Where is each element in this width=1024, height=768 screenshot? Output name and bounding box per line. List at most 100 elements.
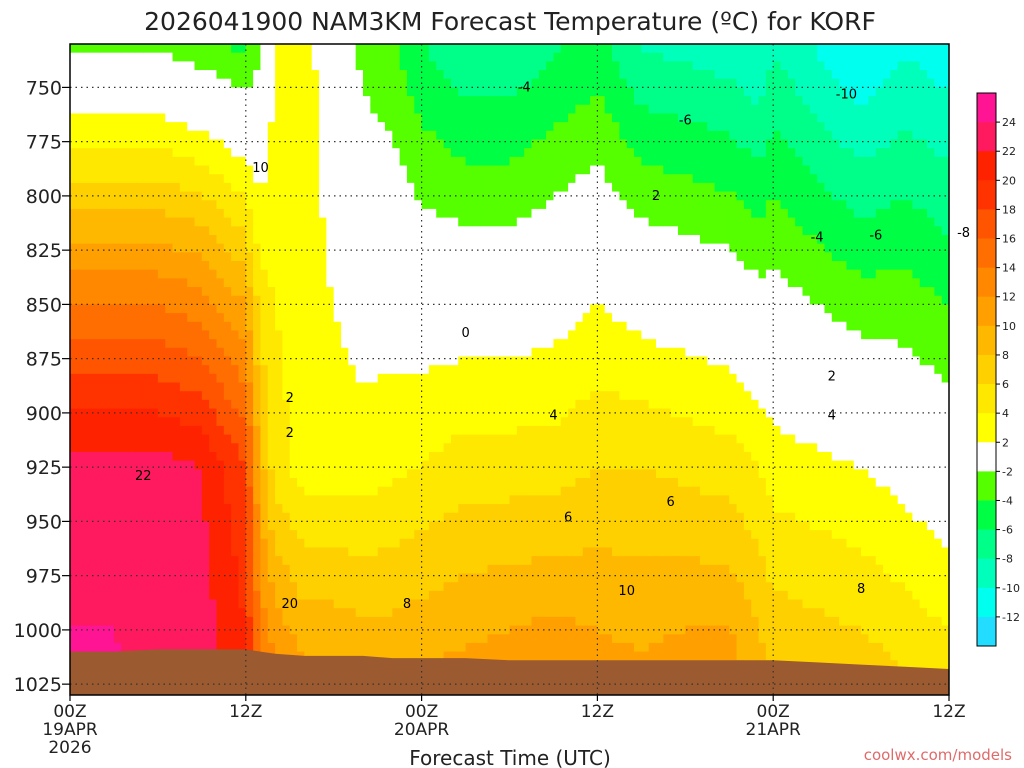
temperature-cell — [355, 269, 364, 279]
temperature-cell — [399, 304, 408, 314]
temperature-cell — [494, 78, 503, 88]
temperature-cell — [216, 616, 225, 627]
temperature-cell — [260, 148, 269, 158]
temperature-cell — [121, 217, 130, 227]
temperature-cell — [194, 321, 203, 332]
temperature-cell — [377, 287, 386, 297]
temperature-cell — [414, 217, 423, 227]
temperature-cell — [428, 478, 437, 488]
temperature-cell — [282, 96, 291, 106]
temperature-cell — [253, 96, 262, 106]
temperature-cell — [275, 486, 284, 496]
temperature-cell — [370, 61, 379, 71]
temperature-cell — [238, 434, 247, 444]
temperature-cell — [341, 122, 349, 132]
temperature-cell — [289, 122, 298, 132]
temperature-cell — [157, 642, 166, 653]
temperature-cell — [392, 443, 401, 453]
temperature-cell — [458, 104, 467, 115]
temperature-cell — [84, 278, 93, 288]
temperature-cell — [538, 182, 547, 193]
temperature-cell — [209, 443, 218, 453]
temperature-cell — [209, 564, 218, 575]
temperature-cell — [319, 208, 327, 219]
temperature-cell — [304, 616, 313, 627]
temperature-cell — [546, 634, 555, 644]
temperature-cell — [201, 165, 210, 175]
temperature-cell — [465, 408, 474, 418]
temperature-cell — [304, 590, 313, 601]
temperature-cell — [392, 96, 401, 106]
temperature-cell — [363, 443, 371, 453]
temperature-cell — [209, 590, 218, 601]
temperature-cell — [443, 417, 452, 427]
temperature-cell — [319, 52, 327, 62]
temperature-cell — [216, 208, 225, 219]
temperature-cell — [494, 356, 503, 366]
temperature-cell — [267, 339, 276, 349]
temperature-cell — [267, 96, 276, 106]
temperature-cell — [121, 243, 130, 253]
temperature-cell — [326, 460, 335, 470]
temperature-cell — [377, 234, 386, 245]
temperature-cell — [524, 304, 533, 314]
temperature-cell — [304, 434, 313, 444]
temperature-cell — [231, 156, 240, 167]
temperature-cell — [77, 538, 86, 549]
temperature-cell — [355, 261, 364, 271]
temperature-cell — [223, 78, 232, 88]
temperature-cell — [538, 495, 547, 505]
temperature-cell — [260, 460, 269, 470]
temperature-cell — [179, 399, 188, 410]
temperature-cell — [399, 130, 408, 141]
temperature-cell — [436, 165, 445, 175]
temperature-cell — [524, 261, 533, 271]
temperature-cell — [143, 70, 152, 80]
temperature-cell — [370, 599, 379, 609]
temperature-cell — [326, 504, 335, 514]
temperature-cell — [231, 399, 240, 410]
temperature-cell — [223, 165, 232, 175]
temperature-cell — [172, 243, 181, 253]
temperature-cell — [194, 182, 203, 193]
temperature-cell — [304, 295, 313, 305]
temperature-cell — [516, 417, 525, 427]
temperature-cell — [428, 243, 437, 253]
temperature-cell — [538, 217, 547, 227]
temperature-cell — [509, 538, 518, 549]
temperature-cell — [524, 478, 533, 488]
temperature-cell — [355, 443, 364, 453]
temperature-cell — [128, 443, 137, 453]
temperature-cell — [238, 512, 247, 522]
temperature-cell — [355, 356, 364, 366]
temperature-cell — [443, 295, 452, 305]
temperature-cell — [113, 373, 122, 384]
temperature-cell — [443, 78, 452, 88]
temperature-cell — [392, 521, 401, 531]
temperature-cell — [289, 87, 298, 97]
temperature-cell — [333, 313, 342, 323]
temperature-cell — [333, 347, 342, 358]
temperature-cell — [135, 582, 144, 592]
temperature-cell — [216, 78, 225, 88]
temperature-cell — [333, 52, 342, 62]
temperature-cell — [165, 96, 174, 106]
temperature-cell — [406, 616, 415, 627]
temperature-cell — [516, 44, 525, 54]
temperature-cell — [165, 547, 174, 557]
temperature-cell — [428, 399, 437, 410]
temperature-cell — [253, 495, 262, 505]
temperature-cell — [487, 156, 496, 167]
temperature-cell — [465, 208, 474, 219]
temperature-cell — [355, 330, 364, 340]
temperature-cell — [524, 408, 533, 418]
temperature-cell — [524, 365, 533, 375]
temperature-cell — [194, 434, 203, 444]
temperature-cell — [516, 191, 525, 201]
temperature-cell — [157, 87, 166, 97]
temperature-cell — [546, 373, 555, 384]
temperature-cell — [472, 373, 481, 384]
temperature-cell — [516, 504, 525, 514]
temperature-cell — [406, 287, 415, 297]
temperature-cell — [77, 451, 86, 462]
